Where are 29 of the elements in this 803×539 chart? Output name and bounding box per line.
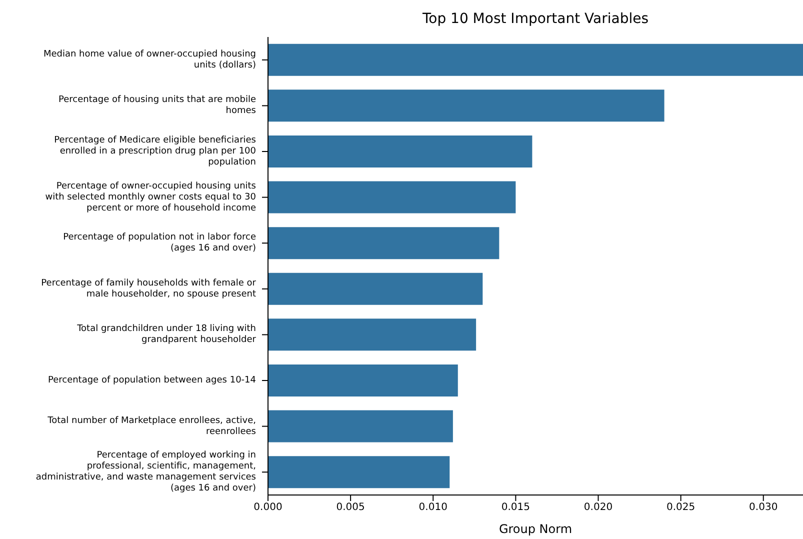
bar (268, 272, 483, 305)
bar (268, 135, 532, 168)
y-tick-label: Total number of Marketplace enrollees, active, reenrollees (46, 416, 256, 437)
bar (268, 227, 500, 260)
bar (268, 410, 453, 442)
y-tick-label: Percentage of Medicare eligible beneficiaries enrolled in a prescription drug plan per 100 population (54, 136, 256, 168)
bar (268, 181, 516, 214)
y-tick-label: Percentage of population between ages 10-14 (48, 376, 256, 386)
bar (268, 456, 450, 488)
x-tick-label: 0.015 (501, 502, 530, 514)
x-tick-label: 0.005 (336, 502, 365, 514)
x-tick-label: 0.020 (584, 502, 613, 514)
bar (268, 318, 476, 351)
bar (268, 90, 664, 122)
x-tick-label: 0.025 (666, 502, 696, 514)
y-tick-label: Percentage of population not in labor force (ages 16 and over) (63, 232, 256, 254)
x-tick-label: 0.030 (749, 502, 778, 514)
x-tick-label: 0.000 (254, 502, 282, 514)
y-tick-label: Percentage of owner-occupied housing units with selected monthly owner costs equal to 30 percent or more of household income (45, 181, 256, 214)
y-tick-label: Median home value of owner-occupied housing units (dollars) (43, 49, 256, 70)
bar (268, 364, 458, 396)
y-tick-label: Percentage of employed working in professional, scientific, management, administrative, and waste management services (ages 16 and over) (36, 450, 256, 494)
chart-title: Top 10 Most Important Variables (421, 11, 650, 27)
bar (268, 44, 803, 76)
y-tick-label: Percentage of family households with female or male householder, no spouse present (41, 278, 256, 300)
x-tick-label: 0.010 (418, 502, 448, 514)
y-tick-label: Total grandchildren under 18 living with grandparent householder (76, 324, 256, 346)
y-tick-label: Percentage of housing units that are mobile homes (58, 95, 256, 116)
x-axis-title: Group Norm (498, 522, 572, 536)
